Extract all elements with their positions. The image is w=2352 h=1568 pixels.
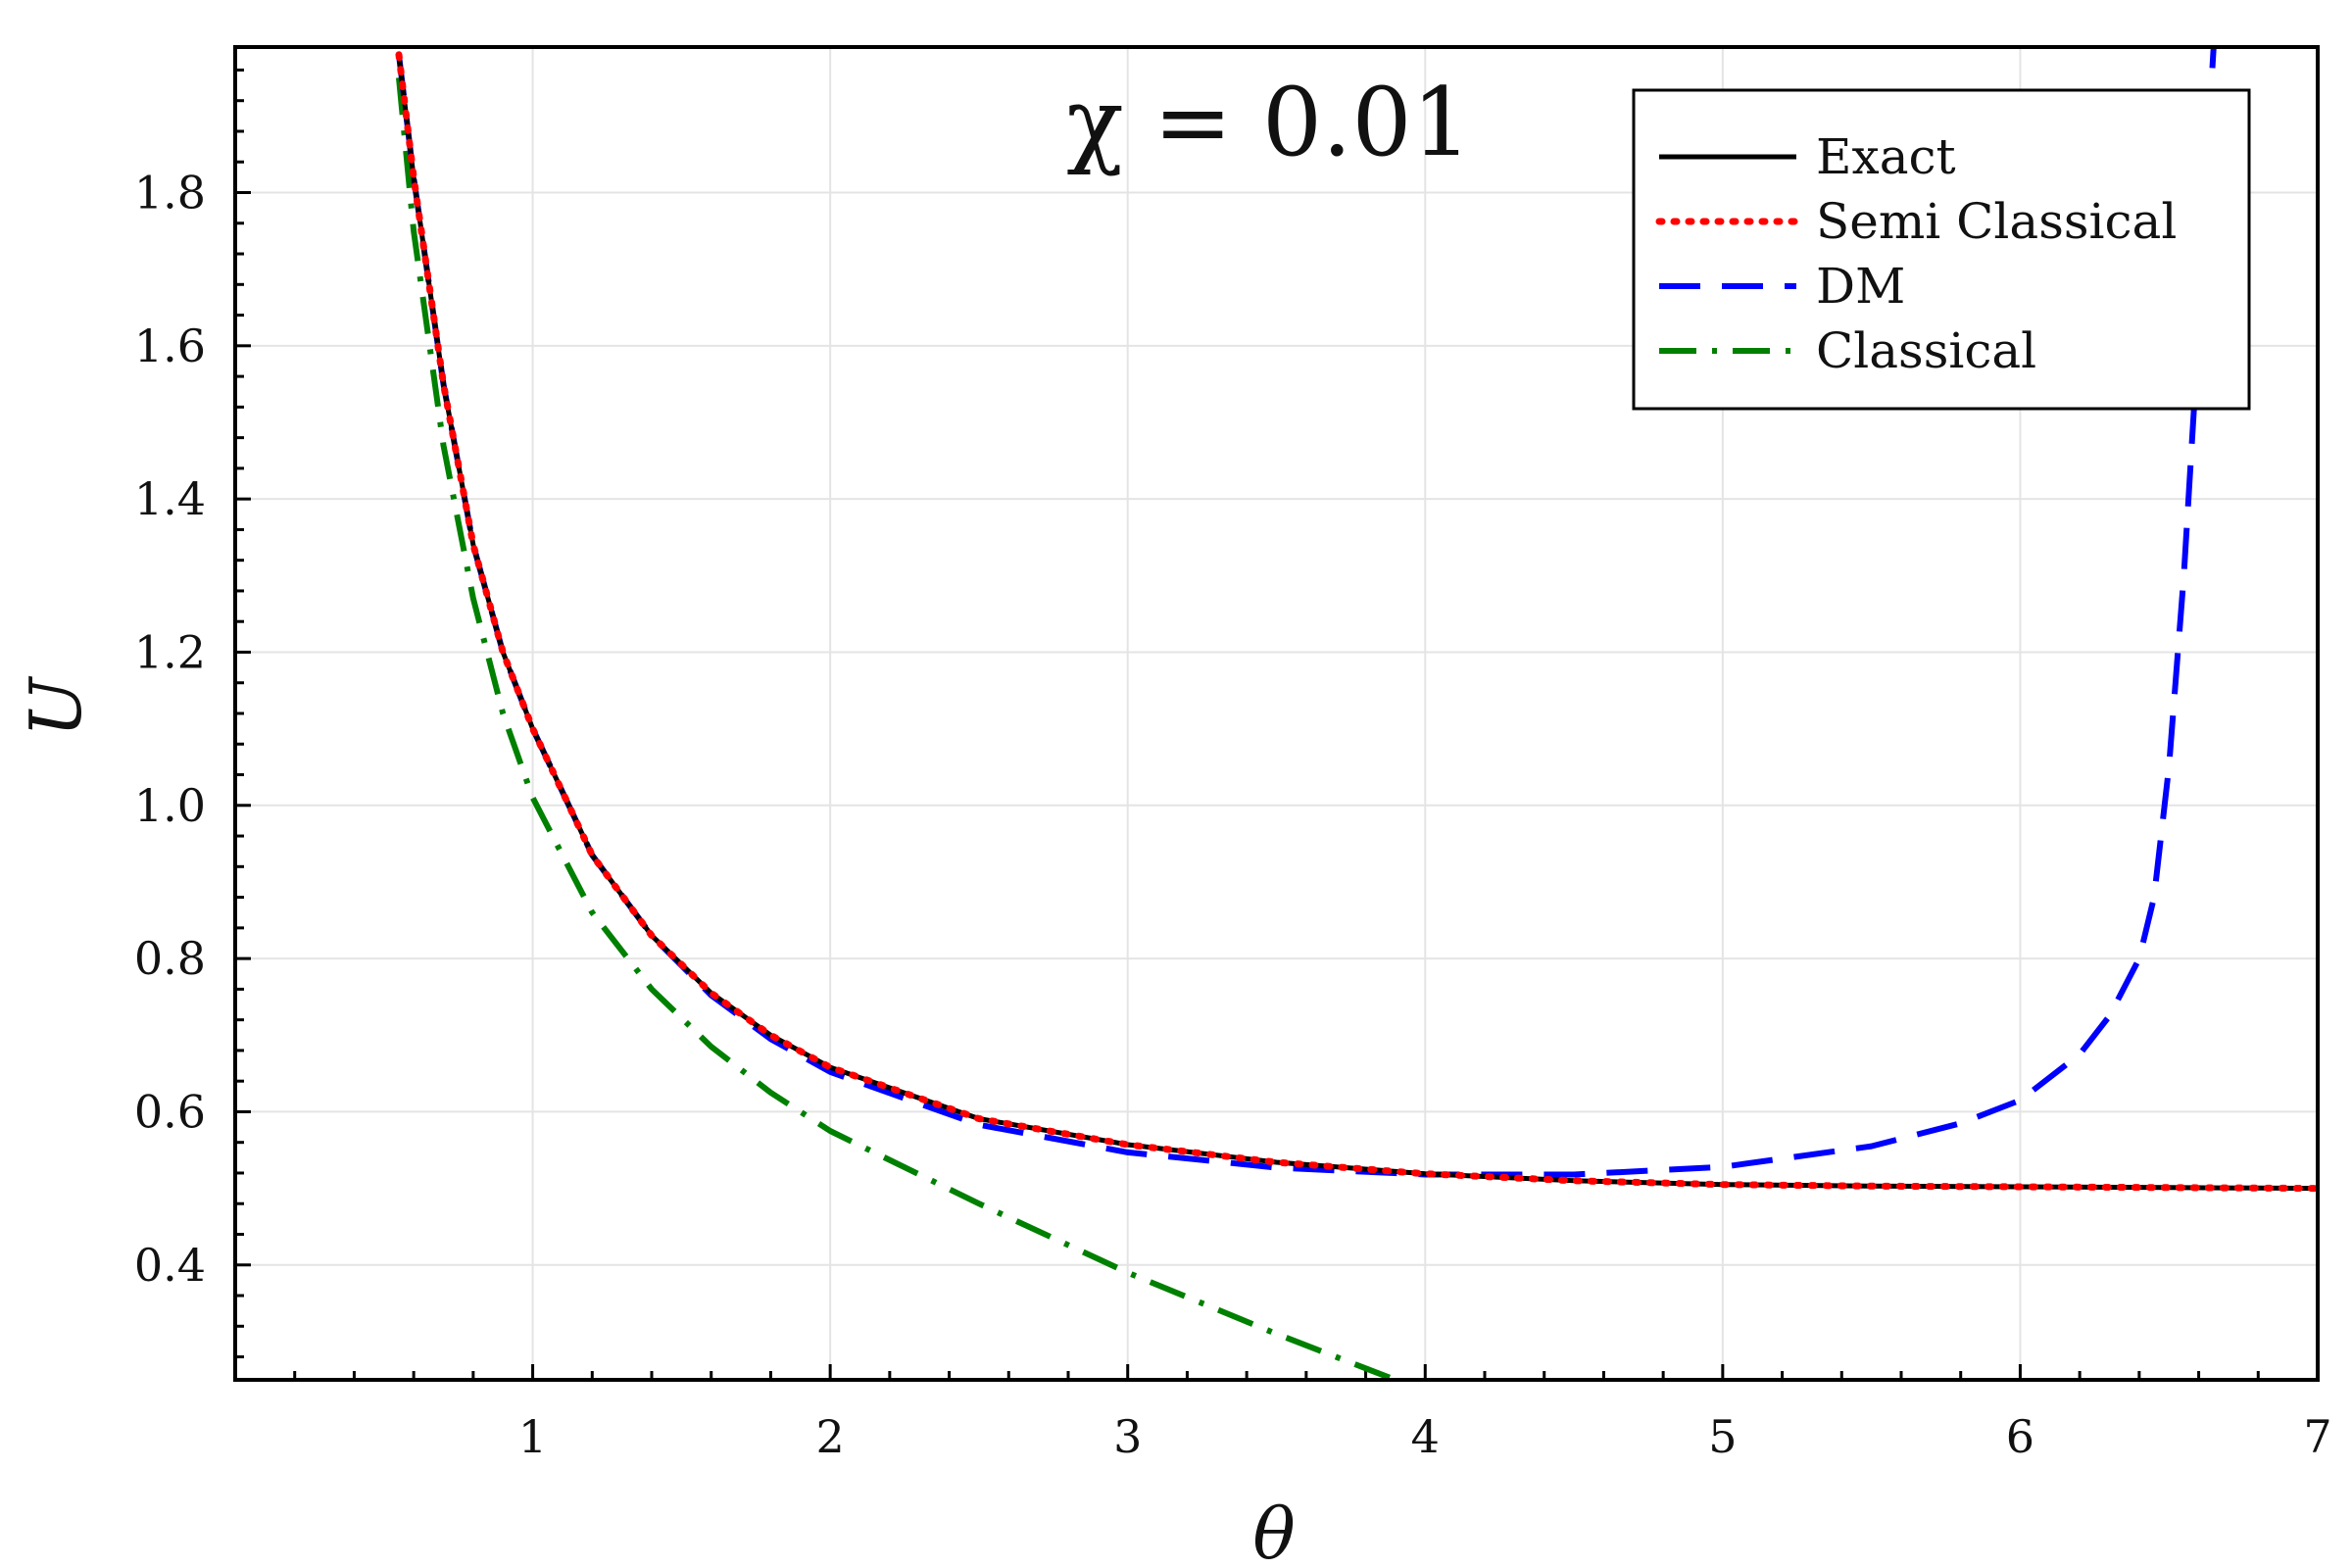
y-tick-label: 1.8 bbox=[134, 167, 206, 220]
legend-label-semi-classical: Semi Classical bbox=[1816, 193, 2177, 250]
x-axis-title: θ bbox=[1252, 1493, 1295, 1568]
x-tick-label: 2 bbox=[816, 1410, 845, 1463]
legend-label-dm: DM bbox=[1816, 258, 1905, 315]
y-tick-label: 1.0 bbox=[134, 779, 206, 832]
tick-labels: 1 2 3 4 5 6 7 0.4 0.6 0.8 1.0 1.2 1.4 1.6 1.8 bbox=[134, 167, 2332, 1463]
x-tick-label: 5 bbox=[1708, 1410, 1737, 1463]
x-tick-label: 6 bbox=[2006, 1410, 2034, 1463]
legend-box bbox=[1632, 88, 2251, 411]
grid-lines bbox=[235, 47, 2319, 1380]
x-tick-label: 4 bbox=[1411, 1410, 1440, 1463]
y-tick-label: 0.8 bbox=[134, 932, 206, 985]
x-tick-label: 3 bbox=[1113, 1410, 1142, 1463]
y-tick-label: 0.6 bbox=[134, 1085, 206, 1138]
series-lines bbox=[395, 47, 2318, 1380]
y-tick-label: 1.6 bbox=[134, 319, 206, 372]
x-tick-label: 1 bbox=[518, 1410, 547, 1463]
y-axis-title: U bbox=[15, 675, 97, 737]
legend-label-classical: Classical bbox=[1816, 322, 2036, 379]
legend: Exact Semi Classical DM Classical bbox=[1632, 88, 2251, 411]
plot-frame bbox=[233, 45, 2320, 1382]
y-tick-label: 1.2 bbox=[134, 625, 206, 678]
chi-annotation: χ = 0.01 bbox=[1066, 68, 1471, 177]
y-tick-label: 0.4 bbox=[134, 1239, 206, 1292]
legend-label-exact: Exact bbox=[1816, 128, 1956, 185]
y-tick-label: 1.4 bbox=[134, 472, 206, 525]
x-tick-label: 7 bbox=[2303, 1410, 2331, 1463]
series-line-semi-classical bbox=[395, 51, 2318, 1193]
series-line-classical bbox=[396, 77, 1396, 1380]
